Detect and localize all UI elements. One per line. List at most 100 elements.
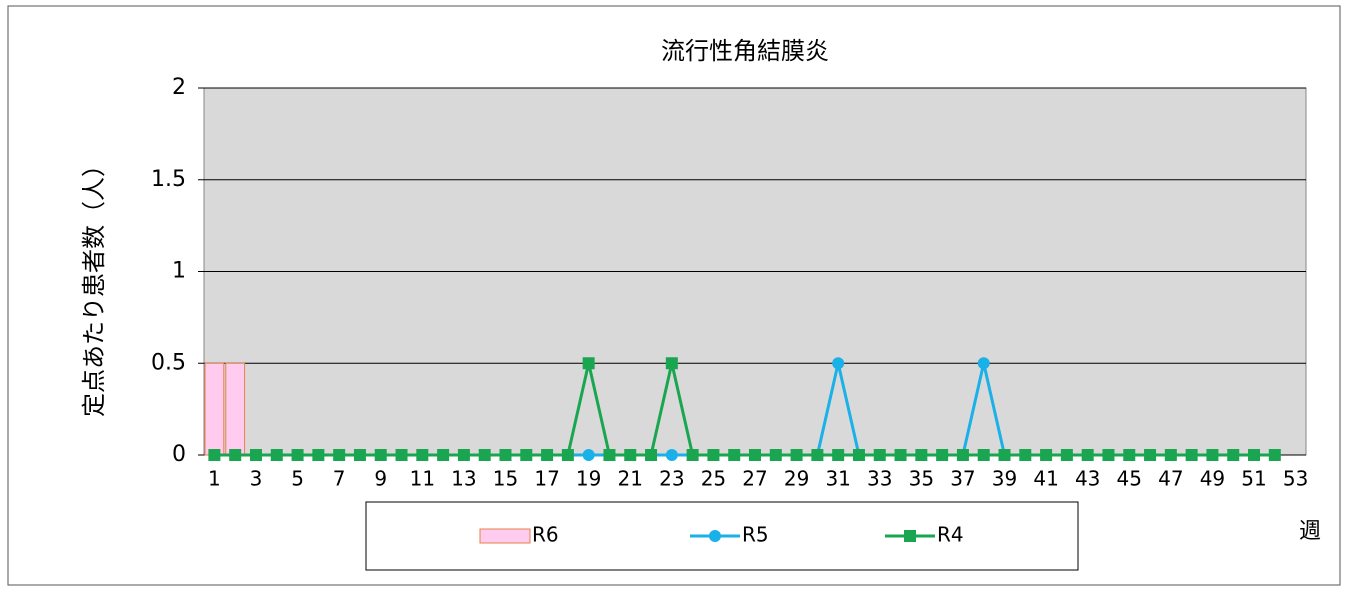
x-tick-label: 31 bbox=[825, 467, 850, 491]
y-tick-label: 1 bbox=[172, 259, 186, 284]
marker bbox=[1248, 449, 1261, 461]
x-tick-label: 13 bbox=[451, 467, 476, 491]
x-tick-label: 51 bbox=[1241, 467, 1266, 491]
x-tick-label: 33 bbox=[867, 467, 892, 491]
marker bbox=[936, 449, 949, 461]
x-tick-label: 27 bbox=[742, 467, 767, 491]
x-tick-label: 5 bbox=[291, 467, 304, 491]
marker bbox=[624, 449, 637, 461]
x-tick-label: 39 bbox=[992, 467, 1017, 491]
x-tick-label: 37 bbox=[950, 467, 975, 491]
marker bbox=[832, 449, 845, 461]
x-tick-label: 49 bbox=[1200, 467, 1225, 491]
marker bbox=[374, 449, 387, 461]
y-tick-label: 1.5 bbox=[151, 167, 186, 192]
x-tick-label: 1 bbox=[208, 467, 221, 491]
marker bbox=[769, 449, 782, 461]
legend-swatch bbox=[479, 528, 531, 544]
marker bbox=[437, 449, 450, 461]
marker bbox=[956, 449, 969, 461]
x-tick-label: 17 bbox=[534, 467, 559, 491]
marker bbox=[1060, 449, 1073, 461]
marker bbox=[499, 449, 512, 461]
legend-label: R5 bbox=[742, 523, 769, 547]
chart-title: 流行性角結膜炎 bbox=[661, 37, 829, 65]
marker bbox=[728, 449, 741, 461]
marker bbox=[395, 449, 408, 461]
marker bbox=[1081, 449, 1094, 461]
marker bbox=[603, 449, 616, 461]
marker bbox=[457, 449, 470, 461]
marker bbox=[707, 449, 720, 461]
x-tick-label: 19 bbox=[576, 467, 601, 491]
marker bbox=[270, 449, 283, 461]
x-tick-label: 9 bbox=[374, 467, 387, 491]
marker bbox=[1040, 449, 1053, 461]
marker bbox=[353, 449, 366, 461]
marker bbox=[208, 449, 221, 461]
y-tick-label: 2 bbox=[172, 75, 186, 100]
x-tick-label: 3 bbox=[250, 467, 263, 491]
x-tick-label: 11 bbox=[410, 467, 435, 491]
marker bbox=[852, 449, 865, 461]
marker bbox=[291, 449, 304, 461]
marker bbox=[790, 449, 803, 461]
marker bbox=[811, 449, 824, 461]
marker bbox=[582, 357, 595, 370]
marker bbox=[977, 449, 990, 461]
line bbox=[214, 362, 1275, 457]
marker bbox=[665, 449, 678, 461]
marker bbox=[873, 449, 886, 461]
x-tick-label: 29 bbox=[784, 467, 809, 491]
x-tick-label: 7 bbox=[333, 467, 346, 491]
legend-label: R4 bbox=[937, 523, 964, 547]
legend-marker bbox=[709, 530, 721, 542]
x-tick-label: 35 bbox=[909, 467, 934, 491]
marker bbox=[229, 449, 242, 461]
y-tick-label: 0 bbox=[172, 442, 186, 467]
marker bbox=[686, 449, 699, 461]
x-tick-label: 41 bbox=[1033, 467, 1058, 491]
marker bbox=[1123, 449, 1136, 461]
marker bbox=[1185, 449, 1198, 461]
marker bbox=[249, 449, 262, 461]
marker bbox=[832, 357, 845, 370]
marker bbox=[665, 357, 678, 370]
marker bbox=[416, 449, 429, 461]
marker bbox=[582, 449, 595, 461]
marker bbox=[749, 449, 761, 461]
x-tick-label: 53 bbox=[1283, 467, 1308, 491]
marker bbox=[1206, 449, 1219, 461]
marker bbox=[645, 449, 658, 461]
x-tick-label: 45 bbox=[1117, 467, 1142, 491]
y-axis-label: 定点あたり患者数（人） bbox=[80, 153, 108, 417]
marker bbox=[1019, 449, 1032, 461]
x-tick-label: 23 bbox=[659, 467, 684, 491]
marker bbox=[478, 449, 491, 461]
marker bbox=[1164, 449, 1177, 461]
bar bbox=[204, 362, 225, 456]
x-tick-label: 43 bbox=[1075, 467, 1100, 491]
marker bbox=[894, 449, 907, 461]
marker bbox=[333, 449, 346, 461]
marker bbox=[1102, 449, 1115, 461]
bar bbox=[225, 362, 246, 456]
marker bbox=[561, 449, 574, 461]
x-tick-label: 15 bbox=[493, 467, 518, 491]
x-tick-label: 21 bbox=[618, 467, 643, 491]
marker bbox=[998, 449, 1011, 461]
marker bbox=[1268, 449, 1281, 461]
legend-label: R6 bbox=[532, 523, 559, 547]
marker bbox=[541, 449, 554, 461]
marker bbox=[520, 449, 533, 461]
legend-marker bbox=[904, 530, 916, 542]
marker bbox=[1144, 449, 1157, 461]
x-axis-label: 週 bbox=[1299, 519, 1321, 544]
x-tick-label: 47 bbox=[1158, 467, 1183, 491]
marker bbox=[915, 449, 928, 461]
marker bbox=[312, 449, 325, 461]
marker bbox=[1227, 449, 1240, 461]
y-tick-label: 0.5 bbox=[151, 350, 186, 375]
marker bbox=[977, 357, 990, 370]
